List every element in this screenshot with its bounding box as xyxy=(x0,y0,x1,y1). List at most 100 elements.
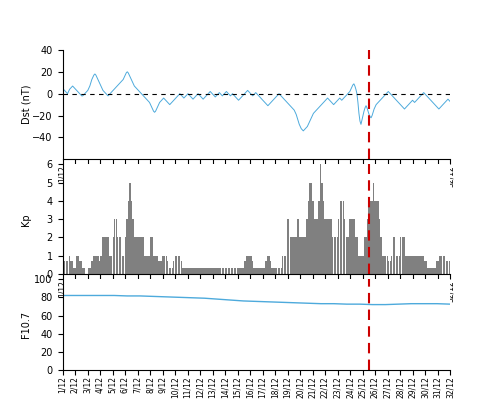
Bar xyxy=(267,256,268,274)
Bar xyxy=(286,219,288,274)
Bar xyxy=(66,261,67,274)
Bar xyxy=(374,201,376,274)
Bar xyxy=(238,268,240,274)
Bar xyxy=(214,268,216,274)
Bar xyxy=(334,238,335,274)
Bar xyxy=(308,201,309,274)
Bar xyxy=(255,268,256,274)
Bar xyxy=(229,268,230,274)
Bar xyxy=(67,261,68,274)
Bar xyxy=(292,238,294,274)
Bar xyxy=(448,261,450,274)
Bar xyxy=(291,238,292,274)
Bar xyxy=(164,256,166,274)
Bar xyxy=(199,268,200,274)
Bar xyxy=(342,201,344,274)
Bar xyxy=(256,268,258,274)
Bar xyxy=(102,238,104,274)
Bar xyxy=(167,261,168,274)
Bar xyxy=(126,219,128,274)
Bar xyxy=(246,256,247,274)
Bar xyxy=(261,268,262,274)
Bar xyxy=(285,256,286,274)
Bar xyxy=(273,268,274,274)
Bar xyxy=(62,256,64,274)
Bar xyxy=(380,238,382,274)
Bar xyxy=(252,261,253,274)
Bar xyxy=(130,201,132,274)
Bar xyxy=(240,268,241,274)
Bar xyxy=(73,268,74,274)
Bar xyxy=(74,268,76,274)
Bar xyxy=(98,256,99,274)
Bar xyxy=(276,268,278,274)
Bar xyxy=(303,238,304,274)
Bar xyxy=(118,238,120,274)
Bar xyxy=(190,268,191,274)
Bar xyxy=(208,268,210,274)
Bar xyxy=(155,256,156,274)
Bar xyxy=(362,256,364,274)
Bar xyxy=(228,268,229,274)
Bar xyxy=(379,219,380,274)
Bar xyxy=(191,268,192,274)
Bar xyxy=(280,268,282,274)
Bar xyxy=(430,268,432,274)
Bar xyxy=(318,201,320,274)
Bar xyxy=(132,219,134,274)
Bar xyxy=(144,256,146,274)
Bar xyxy=(182,268,184,274)
Bar xyxy=(376,201,378,274)
Bar xyxy=(270,261,272,274)
Y-axis label: F10.7: F10.7 xyxy=(22,311,32,338)
Bar xyxy=(82,268,84,274)
Bar xyxy=(123,256,124,274)
Bar xyxy=(242,268,244,274)
Bar xyxy=(272,268,273,274)
Bar xyxy=(398,256,400,274)
Bar xyxy=(143,238,144,274)
Bar xyxy=(406,256,407,274)
Bar xyxy=(241,268,242,274)
Bar xyxy=(152,238,153,274)
Bar xyxy=(284,256,285,274)
Bar xyxy=(322,183,323,274)
Bar xyxy=(434,268,435,274)
Bar xyxy=(340,201,341,274)
Bar xyxy=(442,256,444,274)
Bar xyxy=(447,261,448,274)
Bar xyxy=(336,238,338,274)
Bar xyxy=(150,238,152,274)
Bar xyxy=(154,256,155,274)
Bar xyxy=(129,183,130,274)
Bar xyxy=(444,256,446,274)
Bar xyxy=(314,219,315,274)
Bar xyxy=(408,256,409,274)
Bar xyxy=(258,268,259,274)
Bar xyxy=(212,268,214,274)
Bar xyxy=(332,238,334,274)
Bar xyxy=(328,219,329,274)
Bar xyxy=(218,268,220,274)
Bar xyxy=(412,256,414,274)
Bar xyxy=(178,256,179,274)
Bar xyxy=(94,256,96,274)
Bar xyxy=(410,256,412,274)
Bar xyxy=(156,256,158,274)
Bar xyxy=(300,238,302,274)
Bar xyxy=(173,261,174,274)
Bar xyxy=(105,238,106,274)
Bar xyxy=(446,261,447,274)
Bar xyxy=(138,238,140,274)
Bar xyxy=(196,268,197,274)
Bar xyxy=(106,238,108,274)
Bar xyxy=(397,256,398,274)
Bar xyxy=(78,256,79,274)
Bar xyxy=(335,238,336,274)
Bar xyxy=(235,268,236,274)
Bar xyxy=(206,268,208,274)
Bar xyxy=(370,201,371,274)
Bar xyxy=(262,268,264,274)
Bar xyxy=(414,256,415,274)
Bar xyxy=(296,238,297,274)
